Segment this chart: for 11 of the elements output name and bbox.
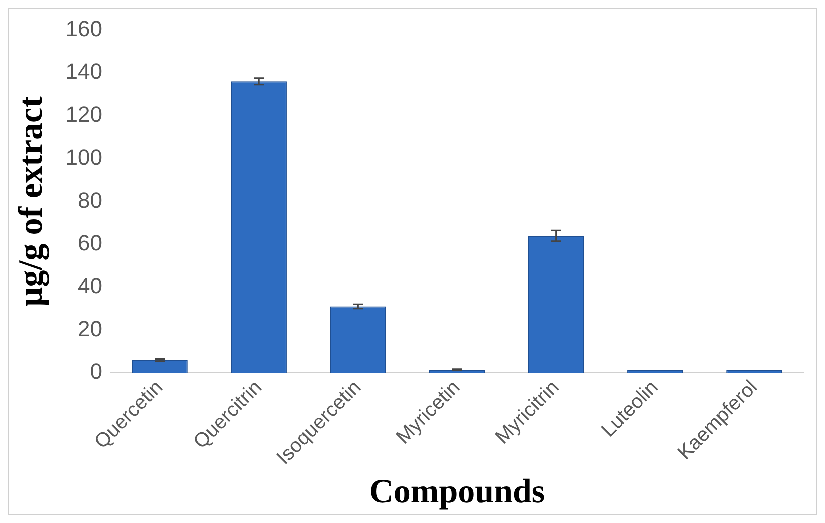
y-tick-label: 100 (66, 144, 103, 170)
y-tick-label: 140 (66, 59, 103, 84)
y-tick-label: 40 (78, 274, 103, 298)
y-tick-label: 160 (66, 16, 103, 42)
y-tick-label: 80 (78, 188, 103, 213)
y-tick-label: 120 (66, 102, 103, 128)
y-axis-title: µg/g of extract (13, 96, 50, 307)
y-tick-label: 20 (78, 316, 103, 342)
y-tick-label: 60 (78, 230, 103, 256)
y-tick-label: 0 (90, 359, 103, 384)
x-axis-title: Compounds (369, 473, 546, 510)
